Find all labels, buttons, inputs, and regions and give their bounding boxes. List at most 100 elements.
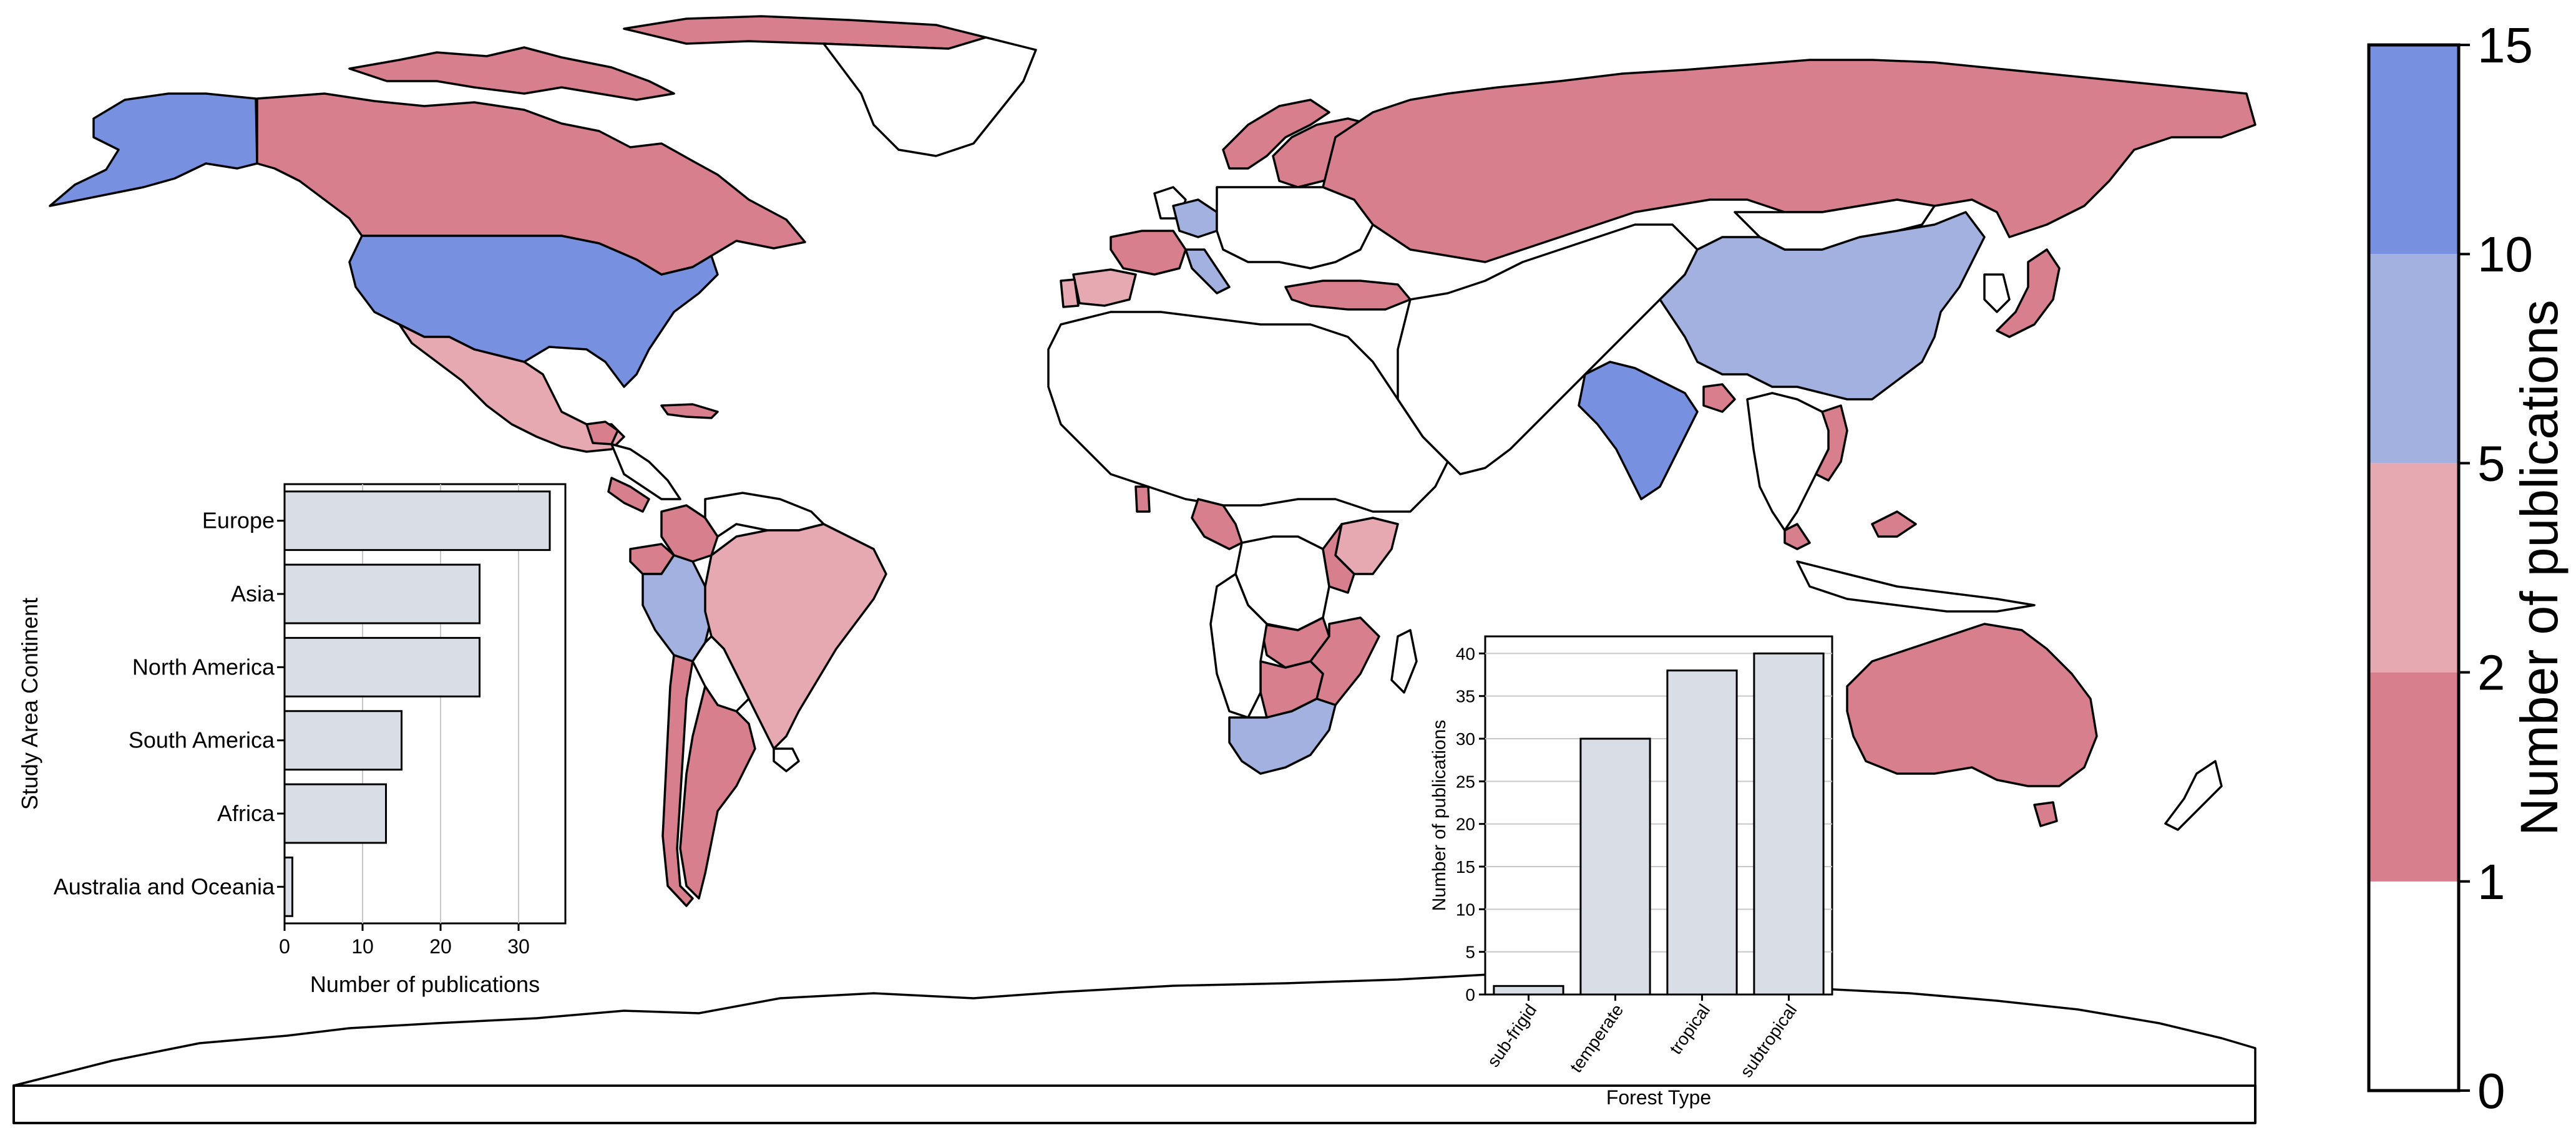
country-middle-east-central-asia <box>1397 223 1699 475</box>
country-chile <box>661 654 694 907</box>
country-canada <box>256 92 806 276</box>
inset2-y-tick-label: 0 <box>1465 985 1475 1004</box>
country-ghana <box>1134 485 1151 513</box>
inset2-y-tick-label: 30 <box>1456 729 1475 749</box>
country-guatemala <box>585 421 619 445</box>
inset1-x-axis-label: Number of publications <box>310 971 540 997</box>
inset2-y-tick-label: 10 <box>1456 900 1475 919</box>
inset2-bar <box>1493 985 1564 996</box>
country-tanzania <box>1322 523 1355 594</box>
inset2-x-axis-label: Forest Type <box>1606 1086 1711 1109</box>
inset1-tick-labels: 0 10 20 30 <box>277 520 530 958</box>
country-cameroon-gabon <box>1191 498 1243 550</box>
colorbar-bin <box>2369 45 2459 255</box>
inset1-y-axis-label: Study Area Continent <box>17 598 42 810</box>
colorbar-tick-label: 1 <box>2477 854 2505 910</box>
inset2-bar <box>1579 737 1651 996</box>
colorbar-tick-label: 10 <box>2477 226 2533 282</box>
inset1-category-label: South America <box>129 727 275 753</box>
country-canada-arctic-islands <box>348 46 675 101</box>
country-portugal <box>1060 278 1080 308</box>
country-europe-rest <box>1216 186 1374 270</box>
colorbar-tick-label: 15 <box>2477 17 2533 73</box>
country-mongolia <box>1734 198 1936 251</box>
country-greenland <box>822 36 1037 157</box>
colorbar-bin <box>2369 881 2459 1091</box>
inset1-bar <box>283 636 481 698</box>
country-tasmania <box>2033 801 2058 827</box>
colorbar-ticks: 0 1 2 5 10 15 <box>2459 17 2533 1119</box>
colorbar-bin <box>2369 463 2459 673</box>
colorbar-bin <box>2369 254 2459 464</box>
inset2-y-tick-label: 15 <box>1456 857 1475 877</box>
inset1-x-tick-label: 0 <box>279 935 290 958</box>
inset1-category-label: Europe <box>202 508 275 533</box>
colorbar-frame <box>2367 43 2461 1092</box>
inset2-bars <box>1493 652 1825 996</box>
country-argentina <box>679 685 756 900</box>
country-spain <box>1072 268 1137 307</box>
country-se-asia <box>1746 392 1836 532</box>
inset1-category-label: Africa <box>217 800 275 826</box>
inset2-bar <box>1753 652 1825 996</box>
inset1-bar <box>283 490 551 552</box>
inset1-gridlines <box>362 484 519 923</box>
inset2-y-tick-label: 35 <box>1456 687 1475 706</box>
country-central-america <box>610 443 681 500</box>
colorbar-label: Number of publications <box>2510 299 2569 835</box>
colorbar-bins <box>2369 45 2459 1091</box>
country-alaska <box>49 92 258 207</box>
country-turkey <box>1284 280 1412 311</box>
inset2-y-tick-label: 20 <box>1456 815 1475 834</box>
inset2-y-tick-label: 40 <box>1456 644 1475 663</box>
inset1-bar <box>283 783 387 844</box>
country-germany <box>1172 198 1218 238</box>
inset1-x-tick-label: 10 <box>351 935 374 958</box>
inset1-category-label: Australia and Oceania <box>54 873 275 899</box>
country-south-africa <box>1228 698 1337 775</box>
country-malaysia <box>1783 510 1917 550</box>
inset1-category-labels: Europe Asia North America South America Afri… <box>54 508 275 900</box>
country-russia <box>1322 59 2256 263</box>
colorbar-tick-label: 5 <box>2477 435 2505 491</box>
country-italy <box>1184 248 1231 294</box>
country-antarctica <box>12 972 2256 1087</box>
country-peru <box>642 554 713 663</box>
inset2-tick-labels: 0 5 10 15 20 25 30 35 40 <box>1456 644 1790 1004</box>
inset-continent-chart: 0 10 20 30 Europe Asia North America South Ame… <box>17 483 567 997</box>
colorbar-tick-label: 2 <box>2477 645 2505 701</box>
country-uruguay <box>773 747 800 772</box>
country-indonesia <box>1796 560 2036 613</box>
country-france <box>1110 230 1187 276</box>
country-cuba <box>660 403 719 419</box>
country-korea <box>1983 273 2011 313</box>
inset2-bar <box>1666 669 1738 996</box>
inset2-y-tick-label: 25 <box>1456 772 1475 791</box>
inset2-y-tick-label: 5 <box>1465 943 1475 962</box>
country-new-zealand <box>2164 760 2223 831</box>
country-greenland-north <box>623 15 987 50</box>
inset1-bar <box>283 856 293 917</box>
country-namibia-angola <box>1209 573 1268 719</box>
country-madagascar <box>1390 629 1418 694</box>
colorbar-tick-label: 0 <box>2477 1063 2505 1119</box>
country-japan <box>1996 248 2061 338</box>
inset1-bars <box>283 490 551 917</box>
country-north-africa <box>1047 311 1449 513</box>
country-costa-rica <box>607 477 650 513</box>
country-norway <box>1222 99 1330 170</box>
inset1-bar <box>283 710 402 771</box>
inset1-category-label: Asia <box>231 581 275 606</box>
country-bangladesh <box>1702 383 1736 413</box>
world-map <box>12 15 2256 1124</box>
inset1-bar <box>283 563 481 625</box>
country-india <box>1578 361 1699 500</box>
inset1-x-tick-label: 30 <box>507 935 530 958</box>
country-australia <box>1846 623 2098 787</box>
country-vietnam <box>1815 404 1848 482</box>
inset1-x-tick-label: 20 <box>429 935 452 958</box>
colorbar-bin <box>2369 672 2459 882</box>
map-frame-bottom <box>12 1084 2256 1124</box>
